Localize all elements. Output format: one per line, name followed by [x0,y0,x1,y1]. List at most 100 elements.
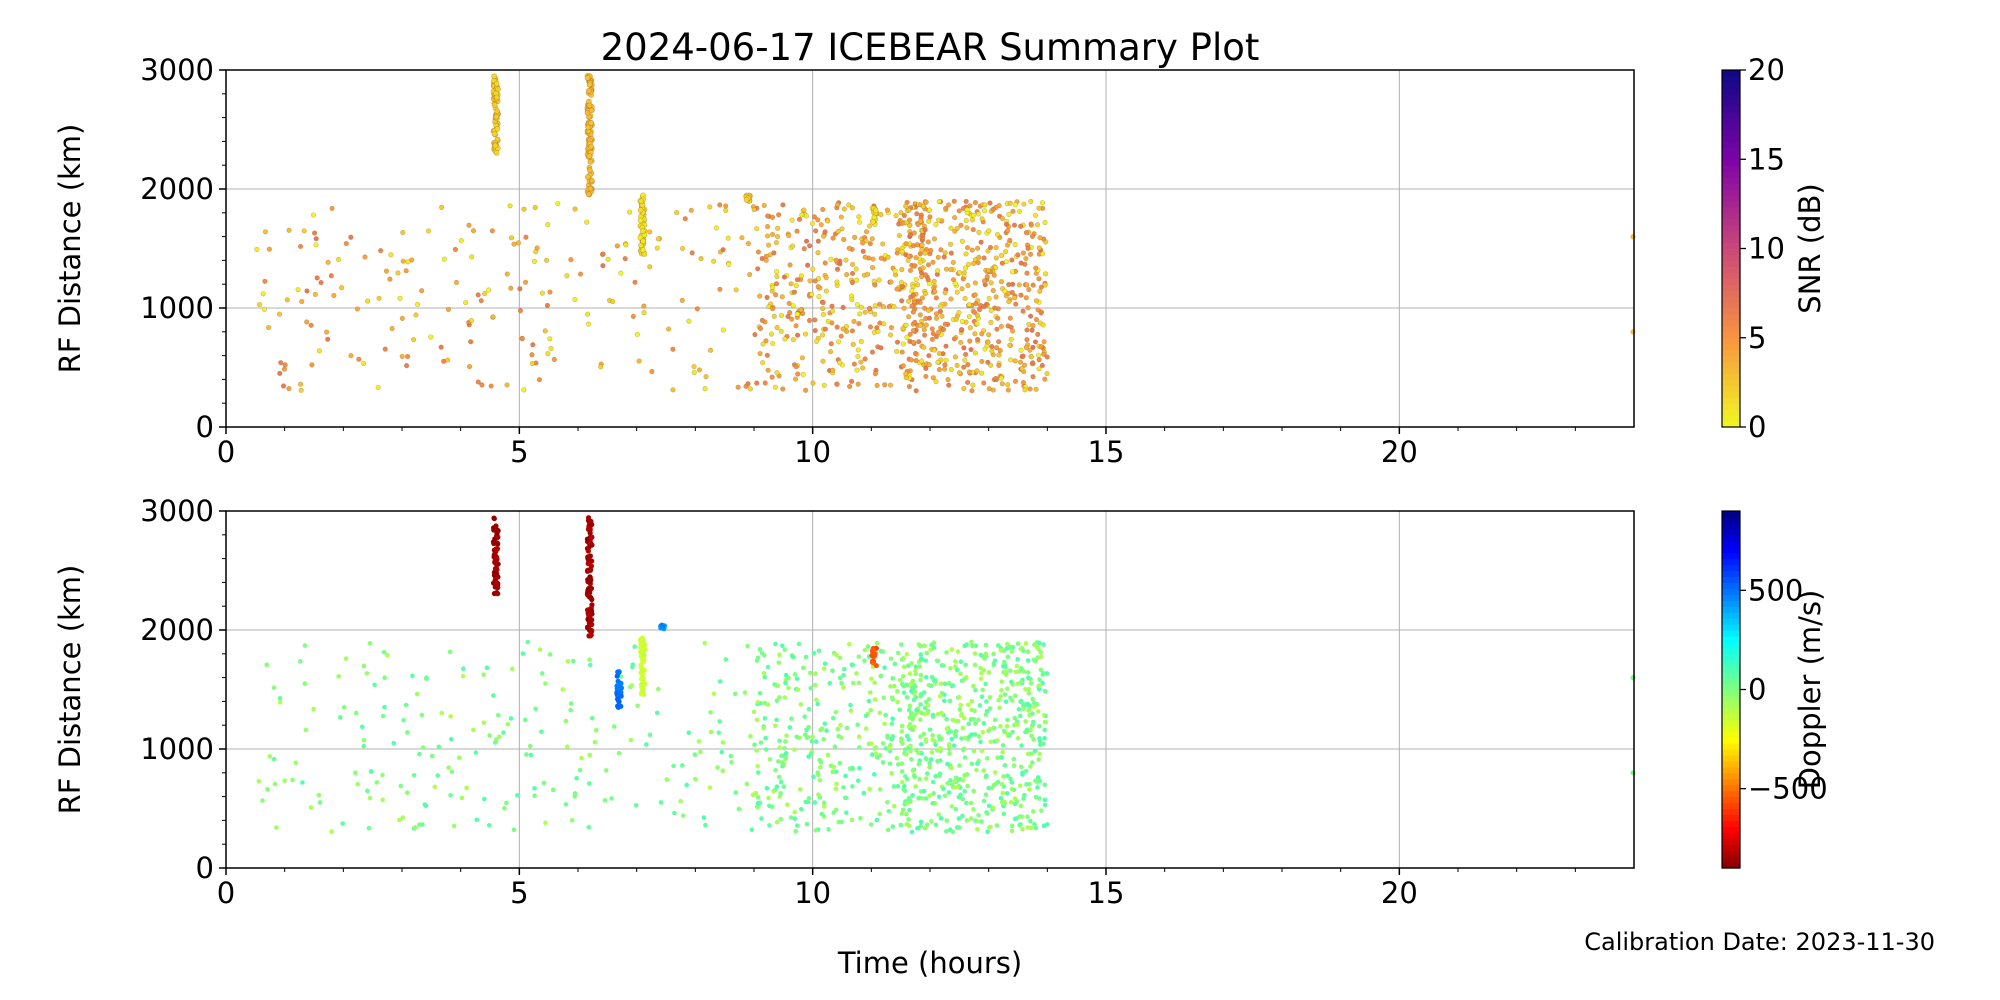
data-point [989,343,995,350]
data-point [970,382,976,388]
cluster-point [616,684,622,690]
data-point [985,359,991,365]
data-point [403,702,409,708]
data-point [837,655,843,661]
data-point [1009,828,1015,834]
data-point [902,774,908,779]
data-point [976,813,981,818]
data-point [991,651,996,657]
data-point [856,320,862,327]
data-point [1023,344,1029,350]
data-point [733,790,739,795]
data-point [759,255,765,262]
data-point [654,245,660,251]
data-point [1021,706,1026,712]
cluster-point [638,198,645,205]
data-point [840,304,846,311]
data-point [1025,649,1031,655]
colorbar-segment [1722,647,1740,655]
data-point [1035,785,1040,790]
data-point [1012,816,1018,822]
data-point [1003,259,1009,265]
data-point [793,363,799,370]
data-point [914,211,920,217]
data-point [872,680,877,685]
data-point [802,732,808,737]
colorbar-segment [1722,159,1740,166]
cluster-point [637,207,644,214]
data-point [803,654,809,660]
data-point [403,268,409,274]
data-point [891,784,897,789]
data-point [1026,690,1032,696]
data-point [389,325,395,332]
data-point [800,371,806,377]
data-point [936,198,942,205]
data-point [918,717,923,722]
data-point [610,298,616,305]
data-point [777,695,782,700]
data-point [848,702,853,708]
data-point [877,787,883,792]
data-point [857,765,862,771]
data-point [951,198,957,204]
data-point [933,311,940,317]
data-point [869,752,875,757]
data-point [1007,732,1012,738]
cluster-point [584,536,591,542]
data-point [943,828,949,834]
data-point [1036,205,1042,211]
data-point [374,780,380,785]
data-point [587,752,592,758]
data-point [537,647,543,652]
cluster-point [638,662,644,668]
data-point [290,777,295,783]
data-point [348,234,354,240]
data-point [484,665,490,671]
data-point [920,265,926,271]
data-point [1037,723,1042,729]
data-point [1032,212,1039,218]
data-point [572,206,578,212]
data-point [786,300,792,307]
data-point [807,243,813,249]
data-point [940,326,947,333]
data-point [763,257,769,263]
cluster-point [493,94,500,101]
data-point [520,651,526,656]
data-point [918,652,924,657]
data-point [938,746,943,751]
data-point [1008,357,1014,363]
data-point [959,238,965,244]
colorbar-segment [1722,826,1740,833]
data-point [927,281,933,287]
data-point [1009,269,1016,275]
data-point [1033,794,1039,800]
colorbar-segment [1722,790,1740,798]
data-point [983,792,989,797]
data-point [906,817,911,822]
data-point [902,747,908,752]
data-point [753,790,759,796]
data-point [890,676,896,681]
data-point [1012,378,1019,384]
data-point [1009,649,1015,654]
colorbar-segment [1722,635,1740,643]
data-point [703,374,709,380]
data-point [762,716,768,721]
data-point [959,286,965,292]
data-point [1030,711,1035,716]
cluster-point [589,611,595,617]
data-point [821,233,827,239]
data-point [812,800,818,805]
data-point [280,383,287,389]
data-point [504,271,510,277]
data-point [904,733,910,739]
data-point [865,271,871,277]
data-point [867,690,873,695]
data-point [388,252,394,258]
data-point [574,775,579,781]
data-point [906,724,912,730]
